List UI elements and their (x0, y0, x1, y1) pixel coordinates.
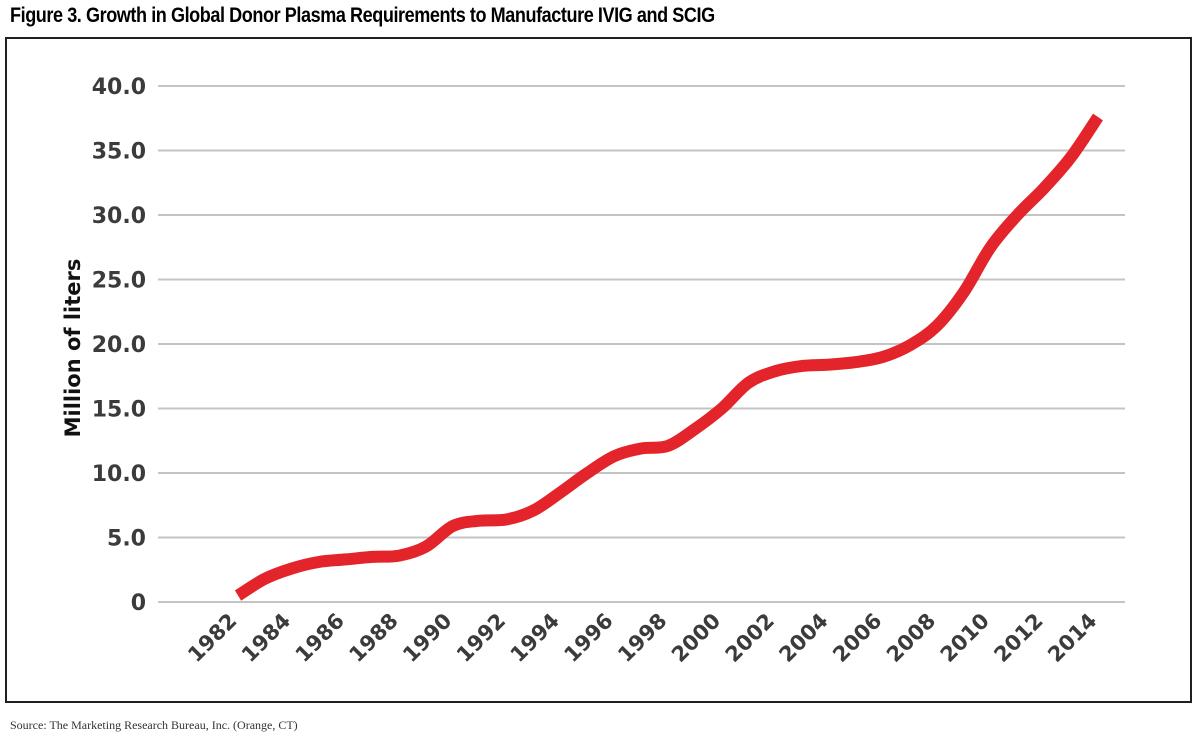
x-tick-label-1982: 1982 (183, 609, 241, 667)
x-tick-label-2014: 2014 (1043, 609, 1101, 667)
x-tick-label-2010: 2010 (936, 609, 994, 667)
y-tick-label: 0 (131, 591, 146, 616)
y-tick-label: 20.0 (92, 333, 146, 358)
series-line-0 (234, 113, 1103, 601)
gridlines (158, 85, 1125, 603)
y-tick-label: 35.0 (92, 140, 146, 165)
x-tick-label-1984: 1984 (237, 609, 295, 667)
figure-title: Figure 3. Growth in Global Donor Plasma … (10, 4, 715, 27)
x-tick-label-2002: 2002 (721, 609, 779, 667)
series-layer (234, 113, 1103, 601)
y-tick-label: 25.0 (92, 269, 146, 294)
x-tick-label-2006: 2006 (828, 609, 886, 667)
y-tick-label: 5.0 (107, 527, 146, 552)
x-tick-label-1986: 1986 (291, 609, 349, 667)
y-tick-label: 30.0 (92, 204, 146, 229)
y-tick-label: 15.0 (92, 398, 146, 423)
x-tick-label-2012: 2012 (989, 609, 1047, 667)
x-tick-label-2000: 2000 (667, 609, 725, 667)
y-tick-label: 40.0 (92, 75, 146, 100)
x-tick-label-1996: 1996 (559, 609, 617, 667)
x-tick-label-1988: 1988 (344, 609, 402, 667)
x-tick-label-2004: 2004 (774, 609, 832, 667)
x-tick-label-1990: 1990 (398, 609, 456, 667)
source-note: Source: The Marketing Research Bureau, I… (10, 718, 298, 732)
y-axis-label: Million of liters (61, 259, 85, 438)
chart-frame (5, 37, 1192, 703)
x-tick-label-1992: 1992 (452, 609, 510, 667)
y-tick-label: 10.0 (92, 462, 146, 487)
x-tick-label-1994: 1994 (506, 609, 564, 667)
y-axis-ticks: 0 5.0 10.0 15.0 20.0 25.0 30.0 35.0 40.0 (92, 75, 146, 616)
x-tick-label-2008: 2008 (882, 609, 940, 667)
x-axis-ticks: 1982198419861988199019921994199619982000… (183, 609, 1101, 667)
x-tick-label-1998: 1998 (613, 609, 671, 667)
